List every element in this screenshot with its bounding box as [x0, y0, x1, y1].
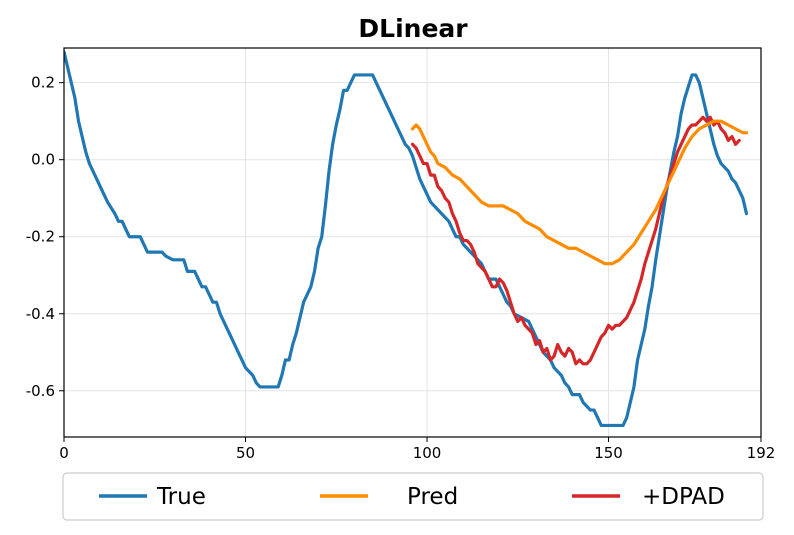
chart-title: DLinear [358, 14, 468, 43]
x-tick-label: 150 [594, 444, 623, 462]
y-tick-label: 0.0 [31, 151, 55, 169]
series-line-true [64, 50, 749, 428]
y-tick-label: 0.2 [31, 74, 55, 92]
series-line-dpad [410, 115, 741, 366]
x-tick-label: 192 [747, 444, 776, 462]
y-tick-label: -0.4 [26, 305, 55, 323]
plot-frame [63, 47, 762, 438]
legend-box [62, 472, 764, 521]
legend: True Pred +DPAD [62, 472, 764, 521]
legend-label-pred: Pred [407, 484, 458, 510]
series-line-pred [410, 119, 749, 266]
x-tick-label: 50 [236, 444, 255, 462]
grid [63, 48, 762, 437]
x-tick-label: 0 [59, 444, 69, 462]
x-tick-label: 100 [413, 444, 442, 462]
y-tick-label: -0.6 [26, 382, 55, 400]
series-lines [64, 50, 749, 428]
legend-label-true: True [156, 484, 206, 510]
axes: 0 50 100 150 192 -0.6 -0.4 -0.2 0.0 0.2 [26, 74, 776, 462]
y-tick-label: -0.2 [26, 228, 55, 246]
legend-label-dpad: +DPAD [642, 484, 725, 510]
